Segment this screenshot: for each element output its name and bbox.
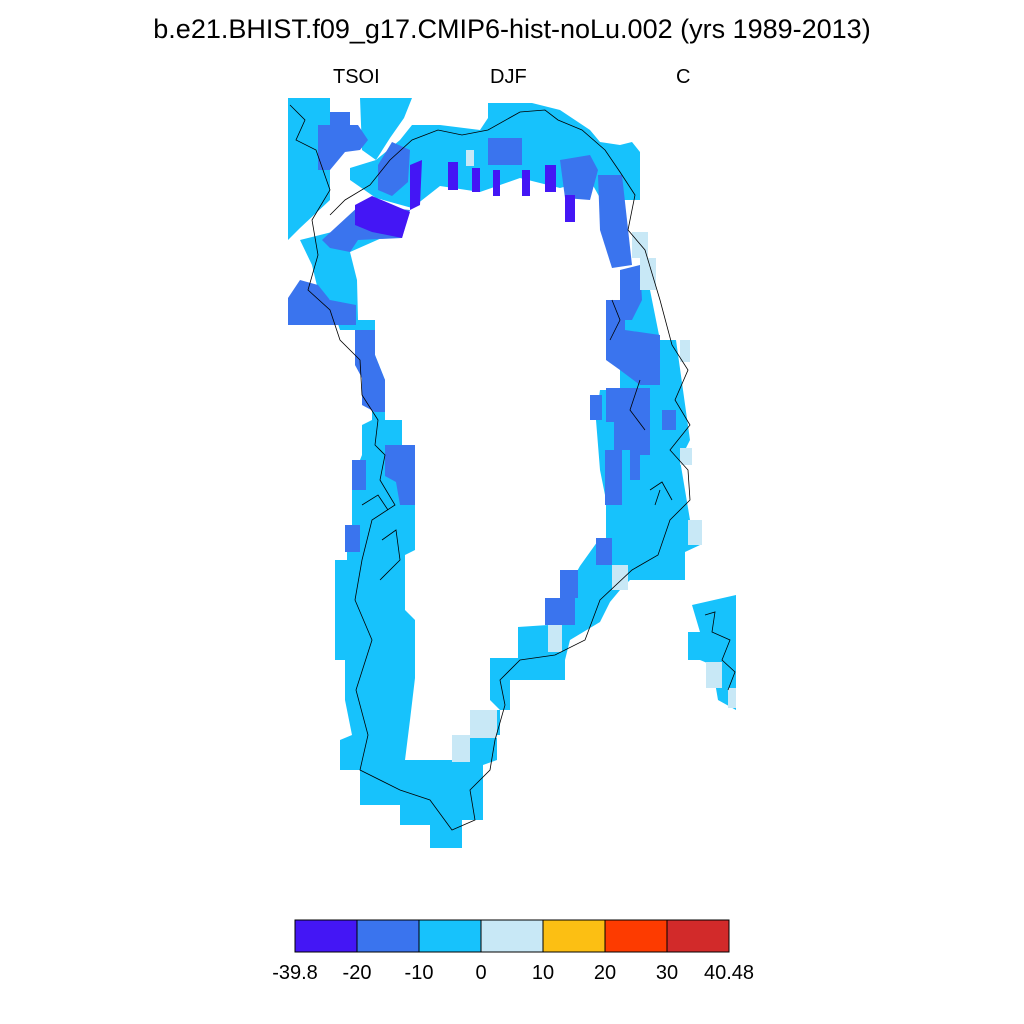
plot-title: b.e21.BHIST.f09_g17.CMIP6-hist-noLu.002 … [153, 14, 871, 44]
colorbar-bin [356, 919, 420, 953]
colorbar-tick-label: 0 [475, 962, 487, 984]
map-cell [355, 330, 385, 412]
map-cell [620, 265, 642, 320]
colorbar-tick-label: 20 [593, 962, 617, 984]
map-cell [385, 445, 415, 505]
colorbar-bin [604, 919, 668, 953]
colorbar-bin [666, 919, 730, 953]
colorbar-bin [542, 919, 606, 953]
map-cell [605, 450, 622, 505]
map-cell [596, 538, 612, 565]
coastline-path [649, 481, 673, 506]
map-cell [288, 98, 350, 240]
map-cell [560, 155, 598, 200]
variable-label: TSOI [333, 66, 380, 88]
map-cell [318, 112, 368, 170]
map-cell [598, 175, 632, 268]
grid-cells-very-cold [355, 160, 575, 238]
colorbar-tick-label: 40.48 [703, 962, 755, 984]
map-cell [452, 735, 470, 762]
map-cell [612, 565, 628, 590]
map-cell [606, 388, 650, 480]
colorbar-tick-label: -10 [404, 962, 434, 984]
map-cell [352, 460, 366, 490]
map-cell [565, 195, 575, 222]
map-cell [632, 232, 648, 258]
map-cell [493, 170, 500, 196]
map-cell [470, 710, 497, 738]
map-cell [355, 196, 410, 238]
season-label: DJF [490, 66, 527, 88]
map-cell [545, 165, 556, 192]
map-cell [688, 520, 702, 545]
grid-cells-near-zero [452, 150, 736, 762]
map-cell [545, 598, 575, 625]
coastline-path [289, 104, 691, 831]
map-cell [728, 688, 736, 708]
colorbar-tick-label: -20 [342, 962, 372, 984]
map-cell [488, 138, 522, 165]
map-cell [360, 98, 412, 160]
coastline-path [361, 494, 401, 581]
map-cell [688, 595, 736, 710]
map-cell [706, 662, 722, 688]
map-cell [560, 570, 578, 598]
map-cell [662, 410, 676, 430]
coastline-path [609, 299, 646, 431]
map-cell [410, 160, 422, 210]
map-cell [378, 142, 410, 196]
colorbar-bin [294, 919, 358, 953]
coastline [289, 104, 736, 831]
map-cell [590, 395, 602, 420]
map-cell [680, 340, 690, 362]
colorbar-tick-label: -39.8 [272, 962, 318, 984]
map-cell [680, 448, 692, 465]
coastline-path [704, 611, 736, 691]
colorbar-tick-label: 30 [655, 962, 679, 984]
units-label: C [676, 66, 691, 88]
colorbar-bin [418, 919, 482, 953]
map-cell [522, 170, 530, 196]
colorbar-bin [480, 919, 544, 953]
colorbar-tick-label: 10 [531, 962, 555, 984]
map-cell [466, 150, 474, 166]
map-cell [472, 168, 480, 192]
map-cell [345, 525, 360, 552]
map-cell [640, 258, 656, 290]
map-cell [548, 625, 562, 652]
map-cell [448, 162, 458, 190]
map-cell [300, 220, 700, 848]
